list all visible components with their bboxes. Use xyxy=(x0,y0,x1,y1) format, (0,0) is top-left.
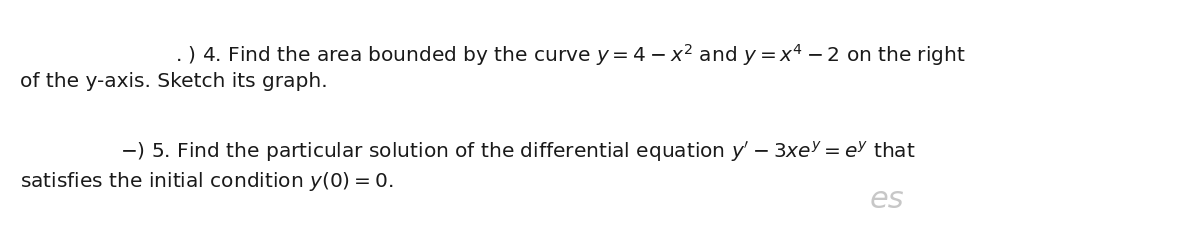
Text: $-$) 5. Find the particular solution of the differential equation $y' - 3xe^y = : $-$) 5. Find the particular solution of … xyxy=(120,139,916,163)
Text: . ) 4. Find the area bounded by the curve $y = 4 - x^2$ and $y = x^4 - 2$ on the: . ) 4. Find the area bounded by the curv… xyxy=(175,42,966,68)
Text: of the y-axis. Sketch its graph.: of the y-axis. Sketch its graph. xyxy=(20,72,328,91)
Text: es: es xyxy=(870,184,905,213)
Text: satisfies the initial condition $y(0) = 0.$: satisfies the initial condition $y(0) = … xyxy=(20,169,394,192)
